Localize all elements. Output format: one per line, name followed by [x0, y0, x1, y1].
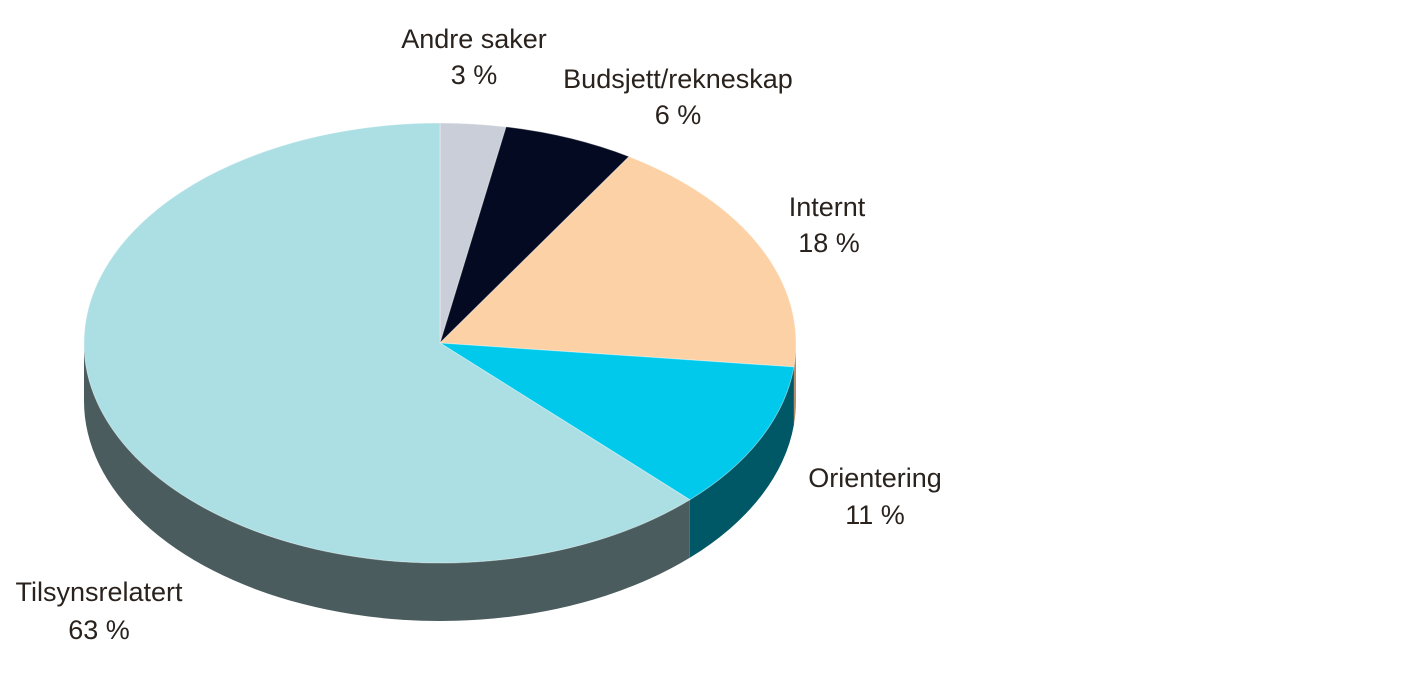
slice-andre-saker [439, 122, 507, 344]
slice-budsjett-rekneskap [439, 126, 630, 344]
label-orientering-name: Orientering [808, 463, 942, 493]
label-budsjett-name: Budsjett/rekneskap [563, 64, 793, 94]
slice-side-tilsynsrelatert [84, 343, 690, 621]
label-tilsynsrelatert-value: 63 % [68, 615, 130, 645]
pie-sides [84, 343, 796, 621]
slice-side-orientering [689, 366, 794, 558]
label-orientering-value: 11 % [845, 500, 905, 530]
label-internt-name: Internt [789, 192, 866, 222]
pie-slices [83, 122, 797, 564]
label-andre-saker-value: 3 % [451, 60, 498, 90]
slice-side-internt [793, 343, 796, 425]
slice-tilsynsrelatert [83, 122, 691, 564]
label-tilsynsrelatert-name: Tilsynsrelatert [15, 577, 183, 607]
slice-internt [438, 156, 797, 368]
label-andre-saker-name: Andre saker [401, 24, 547, 54]
label-internt-value: 18 % [798, 228, 860, 258]
slice-orientering [439, 342, 795, 501]
label-budsjett-value: 6 % [655, 100, 702, 130]
